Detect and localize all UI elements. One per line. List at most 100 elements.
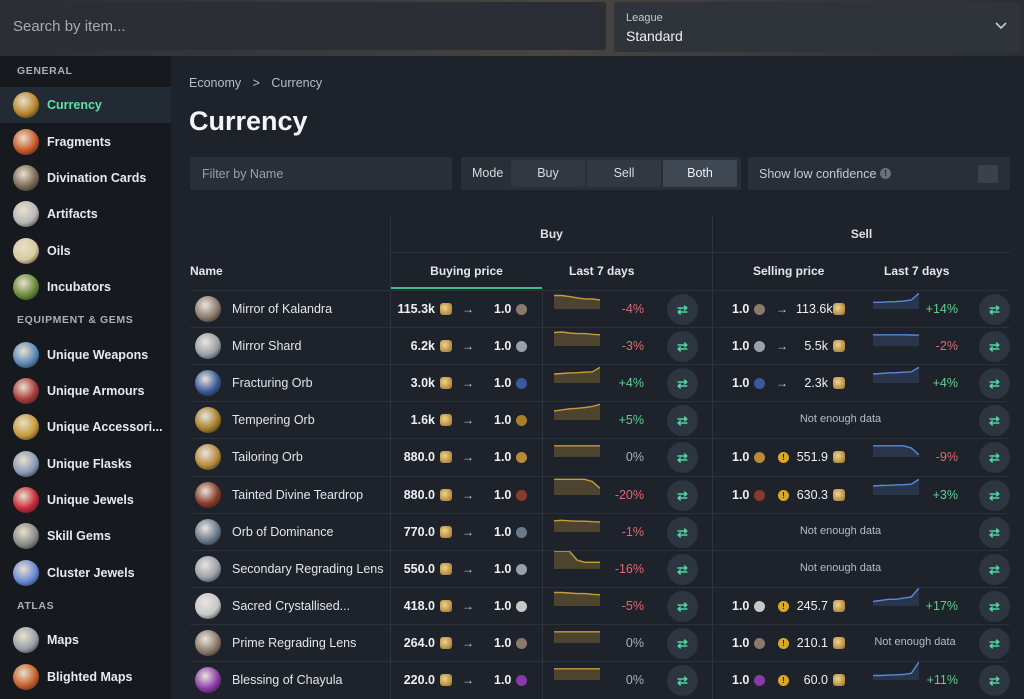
item-name[interactable]: Secondary Regrading Lens [232, 561, 384, 576]
trade-button[interactable]: ⇄ [979, 627, 1010, 659]
trade-button[interactable]: ⇄ [979, 516, 1010, 548]
sidebar-item-currency[interactable]: Currency [0, 87, 171, 124]
table-row[interactable]: Orb of Dominance 770.0 → 1.0 -1% ⇄ Not e… [190, 512, 1010, 550]
sidebar-item-artifacts[interactable]: Artifacts [0, 196, 171, 232]
name-column-header[interactable]: Name [190, 264, 223, 278]
mode-both-button[interactable]: Both [663, 160, 737, 187]
table-row[interactable]: Blessing of Chayula 220.0 → 1.0 0% ⇄ 1.0… [190, 661, 1010, 698]
search-input[interactable] [0, 2, 606, 50]
item-name[interactable]: Mirror Shard [232, 339, 302, 354]
trade-button[interactable]: ⇄ [667, 294, 698, 325]
sidebar-item-unique-accessori[interactable]: Unique Accessori... [0, 409, 171, 445]
trade-button[interactable]: ⇄ [667, 590, 698, 622]
currency-item-icon [195, 629, 221, 656]
low-confidence-warning-icon: ! [778, 675, 789, 686]
trade-button[interactable]: ⇄ [667, 442, 698, 474]
trade-button[interactable]: ⇄ [979, 331, 1010, 363]
trade-button[interactable]: ⇄ [667, 331, 698, 363]
sidebar-item-unique-weapons[interactable]: Unique Weapons [0, 336, 171, 372]
incubator-icon [13, 274, 39, 301]
trade-button[interactable]: ⇄ [667, 627, 698, 659]
currency-item-icon [195, 407, 221, 434]
sidebar-item-skill-gems[interactable]: Skill Gems [0, 518, 171, 554]
trade-button[interactable]: ⇄ [979, 442, 1010, 474]
item-mini-icon [516, 452, 527, 464]
buy-change: -4% [621, 302, 644, 316]
sidebar-item-oils[interactable]: Oils [0, 233, 171, 269]
trade-button[interactable]: ⇄ [979, 405, 1010, 437]
sidebar-item-unique-armours[interactable]: Unique Armours [0, 373, 171, 409]
trade-button[interactable]: ⇄ [979, 368, 1010, 400]
trade-button[interactable]: ⇄ [667, 479, 698, 511]
low-confidence-checkbox[interactable] [978, 165, 998, 183]
low-confidence-toggle[interactable]: Show low confidence ! [748, 157, 1010, 190]
table-row[interactable]: Fracturing Orb 3.0k → 1.0 +4% ⇄ 1.0 → 2.… [190, 364, 1010, 401]
selling-price-column-header[interactable]: Selling price [753, 264, 825, 278]
trade-button[interactable]: ⇄ [979, 553, 1010, 585]
sidebar-item-divination-cards[interactable]: Divination Cards [0, 160, 171, 196]
item-name[interactable]: Orb of Dominance [232, 524, 334, 539]
mode-buy-button[interactable]: Buy [511, 160, 585, 187]
chaos-orb-icon [440, 377, 452, 390]
chaos-orb-icon [440, 525, 452, 538]
table-row[interactable]: Secondary Regrading Lens 550.0 → 1.0 -16… [190, 549, 1010, 587]
item-mini-icon [754, 341, 765, 353]
mode-sell-button[interactable]: Sell [587, 160, 661, 187]
currency-item-icon [195, 444, 221, 471]
sidebar-item-unique-flasks[interactable]: Unique Flasks [0, 446, 171, 482]
sell-trend-sparkline [872, 587, 920, 609]
item-mini-icon [516, 675, 527, 686]
trade-button[interactable]: ⇄ [979, 479, 1010, 511]
item-name[interactable]: Fracturing Orb [232, 376, 313, 391]
trade-button[interactable]: ⇄ [979, 665, 1010, 696]
info-icon[interactable]: ! [880, 168, 891, 179]
sell-trend-sparkline [873, 328, 920, 349]
trade-button[interactable]: ⇄ [667, 553, 698, 585]
table-row[interactable]: Tailoring Orb 880.0 → 1.0 0% ⇄ 1.0 ! 551… [190, 438, 1010, 475]
sidebar-item-label: Maps [47, 633, 79, 648]
buy-quantity: 1.0 [494, 598, 512, 613]
table-row[interactable]: Tainted Divine Teardrop 880.0 → 1.0 -20%… [190, 475, 1010, 513]
trade-button[interactable]: ⇄ [667, 665, 698, 696]
table-row[interactable]: Sacred Crystallised... 418.0 → 1.0 -5% ⇄… [190, 586, 1010, 624]
item-name[interactable]: Tailoring Orb [232, 450, 303, 465]
buying-price-column-header[interactable]: Buying price [430, 264, 503, 278]
sidebar-item-unique-jewels[interactable]: Unique Jewels [0, 482, 171, 518]
sidebar-item-maps[interactable]: Maps [0, 622, 171, 658]
trade-button[interactable]: ⇄ [979, 590, 1010, 622]
arrow-icon: → [462, 561, 474, 576]
trade-button[interactable]: ⇄ [667, 405, 698, 437]
filter-input[interactable] [190, 157, 452, 190]
table-row[interactable]: Mirror Shard 6.2k → 1.0 -3% ⇄ 1.0 → 5.5k… [190, 327, 1010, 364]
trade-button[interactable]: ⇄ [979, 294, 1010, 325]
sidebar: GENERAL Currency Fragments Divination Ca… [0, 56, 171, 699]
item-mini-icon [516, 415, 527, 427]
item-name[interactable]: Prime Regrading Lens [232, 635, 357, 650]
buy-trend-sparkline [554, 549, 600, 572]
item-name[interactable]: Mirror of Kalandra [232, 302, 333, 316]
sidebar-item-incubators[interactable]: Incubators [0, 269, 171, 305]
currency-item-icon [195, 518, 221, 545]
item-name[interactable]: Sacred Crystallised... [232, 598, 351, 613]
last7-buy-column-header[interactable]: Last 7 days [569, 264, 635, 278]
selling-price: 245.7 [796, 598, 828, 613]
sidebar-item-blighted-maps[interactable]: Blighted Maps [0, 658, 171, 694]
item-name[interactable]: Tempering Orb [232, 413, 315, 428]
accessory-icon [13, 414, 39, 441]
table-row[interactable]: Tempering Orb 1.6k → 1.0 +5% ⇄ Not enoug… [190, 401, 1010, 438]
item-name[interactable]: Tainted Divine Teardrop [232, 487, 364, 502]
item-name[interactable]: Blessing of Chayula [232, 673, 343, 687]
item-mini-icon [516, 563, 527, 575]
league-select[interactable]: League Standard [614, 2, 1020, 52]
sidebar-item-fragments[interactable]: Fragments [0, 123, 171, 159]
last7-sell-column-header[interactable]: Last 7 days [884, 264, 950, 278]
selling-price: 60.0 [803, 673, 828, 687]
buy-quantity: 1.0 [494, 673, 512, 687]
table-row[interactable]: Mirror of Kalandra 115.3k → 1.0 -4% ⇄ 1.… [190, 290, 1010, 327]
trade-button[interactable]: ⇄ [667, 516, 698, 548]
table-row[interactable]: Prime Regrading Lens 264.0 → 1.0 0% ⇄ 1.… [190, 623, 1010, 661]
item-mini-icon [516, 526, 527, 538]
sidebar-item-cluster-jewels[interactable]: Cluster Jewels [0, 555, 171, 591]
breadcrumb-economy[interactable]: Economy [189, 76, 242, 90]
trade-button[interactable]: ⇄ [667, 368, 698, 400]
